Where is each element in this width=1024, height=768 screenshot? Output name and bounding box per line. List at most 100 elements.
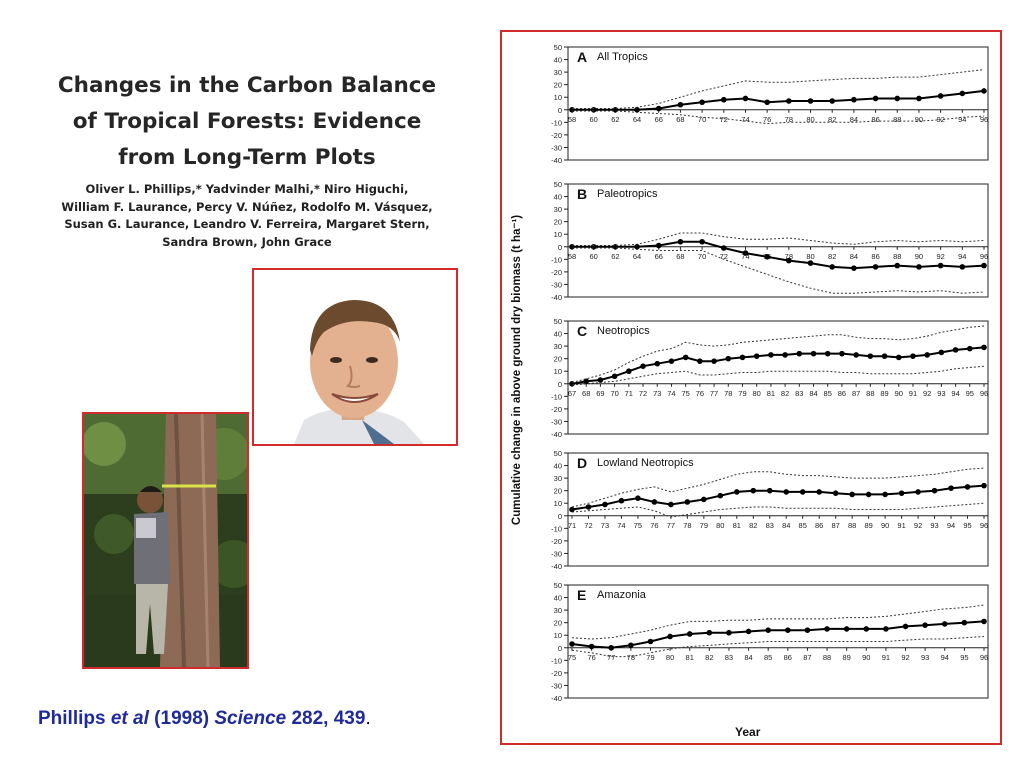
- x-tick-label: 88: [823, 653, 831, 662]
- data-point: [959, 264, 966, 270]
- data-point: [882, 491, 888, 498]
- data-point: [753, 353, 760, 359]
- x-tick-label: 66: [655, 115, 663, 124]
- x-tick-label: 79: [646, 653, 654, 662]
- data-point: [829, 264, 836, 270]
- y-tick-label: 10: [554, 93, 562, 102]
- x-tick-label: 96: [980, 653, 988, 662]
- data-point: [585, 504, 592, 510]
- x-tick-label: 88: [848, 521, 856, 530]
- data-point: [961, 619, 968, 626]
- x-tick-label: 92: [936, 252, 944, 261]
- y-tick-label: 0: [558, 512, 562, 521]
- x-tick-label: 74: [667, 389, 675, 398]
- series-line-ci-2: [572, 110, 985, 125]
- data-point: [981, 344, 987, 351]
- title-line: Changes in the Carbon Balance: [57, 73, 437, 98]
- panel-letter: D: [577, 455, 587, 471]
- x-tick-label: 74: [741, 252, 749, 261]
- author-line: Oliver L. Phillips,* Yadvinder Malhi,* N…: [85, 182, 409, 196]
- x-tick-label: 96: [980, 115, 988, 124]
- data-point: [981, 482, 987, 489]
- y-tick-label: 0: [558, 644, 562, 653]
- chart-panel-e: -40 -30 -20 -10 0 10 20 30 40 50 75 76 77 78 79 80 81 82 8…: [551, 581, 989, 703]
- data-point: [804, 627, 811, 633]
- y-tick-label: 50: [554, 180, 562, 189]
- x-tick-label: 58: [568, 252, 576, 261]
- x-tick-label: 90: [915, 115, 923, 124]
- data-point: [742, 250, 749, 256]
- data-point: [682, 354, 689, 361]
- data-point: [867, 353, 874, 359]
- data-point: [941, 621, 948, 627]
- data-point: [916, 95, 922, 102]
- y-tick-label: 20: [554, 619, 562, 628]
- data-point: [764, 254, 770, 260]
- citation-etal: et al: [110, 708, 149, 729]
- x-tick-label: 90: [915, 252, 923, 261]
- data-point: [628, 642, 634, 649]
- x-tick-label: 74: [741, 115, 749, 124]
- x-tick-label: 69: [596, 389, 604, 398]
- data-point: [937, 262, 944, 269]
- y-tick-label: 0: [558, 380, 562, 389]
- x-tick-label: 83: [795, 389, 803, 398]
- data-point: [872, 95, 879, 102]
- data-point: [910, 353, 916, 359]
- x-tick-label: 60: [590, 115, 598, 124]
- x-tick-label: 68: [676, 252, 684, 261]
- data-point: [981, 262, 987, 269]
- series-line-mean: [572, 240, 985, 270]
- data-point: [706, 629, 713, 636]
- data-point: [796, 350, 803, 357]
- x-tick-label: 71: [568, 521, 576, 530]
- x-tick-label: 76: [587, 653, 595, 662]
- x-tick-label: 81: [686, 653, 694, 662]
- citation-author: Phillips: [38, 708, 111, 729]
- data-point: [851, 265, 857, 271]
- data-point: [782, 352, 788, 358]
- x-tick-label: 86: [784, 653, 792, 662]
- panel-letter: E: [577, 587, 586, 603]
- data-point: [667, 633, 673, 640]
- x-tick-label: 82: [705, 653, 713, 662]
- y-tick-label: 40: [554, 193, 562, 202]
- x-tick-label: 84: [850, 115, 858, 124]
- series-line-ci-2: [572, 247, 985, 294]
- data-point: [720, 96, 727, 103]
- x-tick-label: 66: [655, 252, 663, 261]
- panel-title: Paleotropics: [597, 188, 658, 200]
- y-tick-label: 10: [554, 499, 562, 508]
- data-point: [824, 626, 830, 632]
- x-tick-label: 75: [634, 521, 642, 530]
- x-tick-label: 89: [880, 389, 888, 398]
- y-tick-label: 40: [554, 594, 562, 603]
- x-tick-label: 93: [921, 653, 929, 662]
- y-tick-label: 30: [554, 606, 562, 615]
- x-tick-label: 62: [611, 252, 619, 261]
- portrait-photo: [252, 268, 458, 446]
- x-tick-label: 94: [958, 115, 966, 124]
- y-tick-label: -20: [551, 268, 562, 277]
- data-point: [849, 491, 855, 498]
- portrait-illustration: [254, 270, 456, 444]
- x-tick-label: 72: [720, 115, 728, 124]
- x-tick-label: 68: [582, 389, 590, 398]
- data-point: [618, 497, 625, 504]
- series-line-ci-2: [571, 636, 985, 658]
- x-tick-label: 70: [698, 252, 706, 261]
- data-point: [894, 262, 901, 269]
- x-tick-label: 70: [610, 389, 618, 398]
- x-tick-label: 89: [864, 521, 872, 530]
- citation: Phillips et al (1998) Science 282, 439.: [38, 708, 371, 730]
- panel-box: [567, 320, 989, 435]
- chart-panel-b: -40 -30 -20 -10 0 10 20 30 40 50 58 60 62 64 66 68 70 72 7…: [551, 180, 989, 302]
- y-tick-label: 30: [554, 68, 562, 77]
- data-point: [602, 501, 608, 508]
- y-tick-label: 50: [554, 43, 562, 52]
- series-line-ci-1: [571, 325, 985, 383]
- y-tick-label: -30: [551, 417, 562, 426]
- x-tick-label: 91: [882, 653, 890, 662]
- x-tick-label: 89: [842, 653, 850, 662]
- data-point: [590, 106, 597, 113]
